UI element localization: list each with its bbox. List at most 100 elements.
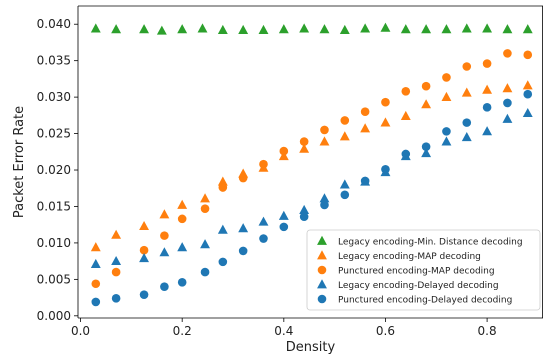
x-axis-label: Density <box>286 340 336 355</box>
data-point <box>139 245 149 255</box>
data-point <box>319 24 330 34</box>
data-point <box>401 86 411 96</box>
data-point <box>111 229 122 239</box>
data-point <box>238 24 249 34</box>
data-point <box>523 50 533 60</box>
data-point <box>197 23 208 33</box>
data-point <box>278 150 289 161</box>
data-point <box>200 267 210 277</box>
data-point <box>461 132 472 142</box>
data-point <box>503 98 512 108</box>
legend-item: Legacy encoding-Delayed decoding <box>317 279 499 291</box>
legend-marker <box>317 250 327 260</box>
legend-item: Legacy encoding-Min. Distance decoding <box>317 235 523 248</box>
data-point <box>159 247 170 257</box>
data-point <box>339 131 350 141</box>
data-point <box>319 193 330 203</box>
data-point <box>462 118 472 127</box>
data-point <box>177 277 187 287</box>
data-point <box>139 253 150 263</box>
data-point <box>177 242 188 252</box>
x-tick-label: 0.6 <box>376 324 395 338</box>
data-point <box>217 24 228 34</box>
data-point <box>299 204 310 215</box>
data-point <box>217 224 228 234</box>
data-point <box>238 223 249 233</box>
data-point <box>111 294 121 303</box>
data-point <box>482 59 492 68</box>
data-point <box>259 159 268 169</box>
data-point <box>156 25 167 35</box>
data-point <box>90 258 101 268</box>
data-point <box>218 257 228 267</box>
data-point <box>111 267 121 277</box>
y-tick-label: 0.010 <box>37 236 71 250</box>
data-point <box>482 23 493 33</box>
data-point <box>502 24 513 34</box>
series-3 <box>91 49 533 289</box>
data-point <box>258 216 269 226</box>
y-tick-label: 0.025 <box>37 127 71 141</box>
data-point <box>400 110 411 120</box>
legend-label: Legacy encoding-Delayed decoding <box>338 281 499 291</box>
data-point <box>441 91 452 102</box>
data-point <box>278 24 289 34</box>
data-point <box>111 255 122 266</box>
data-point <box>523 89 533 99</box>
data-point <box>177 199 188 209</box>
legend-marker <box>317 235 327 245</box>
y-axis: 0.000 0.005 0.010 0.015 0.020 0.025 0.030 0.035… <box>37 17 78 323</box>
data-point <box>339 179 350 189</box>
y-tick-label: 0.005 <box>37 272 71 286</box>
data-point <box>90 23 101 33</box>
data-point <box>522 24 533 34</box>
x-axis: 0.0 0.2 0.4 0.6 0.8 <box>71 318 497 338</box>
legend-item: Punctured encoding-Delayed decoding <box>317 294 512 306</box>
data-point <box>159 209 170 219</box>
data-point <box>482 84 493 94</box>
data-point <box>442 73 451 82</box>
x-tick-label: 0.8 <box>478 324 497 338</box>
data-point <box>259 234 268 243</box>
legend-item: Punctured encoding-MAP decoding <box>317 265 495 277</box>
series-5 <box>91 89 533 307</box>
data-point <box>279 222 289 232</box>
legend-box <box>306 229 541 311</box>
data-point <box>200 193 210 203</box>
legend-label: Legacy encoding-MAP decoding <box>338 252 481 262</box>
x-tick-label: 0.4 <box>274 324 293 338</box>
data-point <box>461 87 472 97</box>
data-point <box>258 24 269 34</box>
series-2 <box>90 80 533 252</box>
data-point <box>278 210 289 220</box>
data-point <box>279 146 289 156</box>
data-point <box>340 190 350 200</box>
data-points <box>90 22 533 307</box>
legend-item: Legacy encoding-MAP decoding <box>317 250 481 262</box>
data-point <box>299 137 309 146</box>
data-point <box>421 142 431 151</box>
data-point <box>320 125 329 135</box>
data-point <box>421 24 432 34</box>
legend-marker <box>317 294 327 304</box>
legend: Legacy encoding-Min. Distance decoding Le… <box>306 229 541 311</box>
data-point <box>482 126 493 136</box>
legend-label: Punctured encoding-Delayed decoding <box>338 296 512 306</box>
data-point <box>360 23 371 33</box>
data-point <box>441 136 452 146</box>
data-point <box>339 24 350 34</box>
data-point <box>319 136 330 146</box>
data-point <box>522 80 533 90</box>
data-point <box>91 297 101 307</box>
y-tick-label: 0.015 <box>37 199 71 213</box>
data-point <box>502 113 513 123</box>
data-point <box>502 83 513 93</box>
data-point <box>360 123 371 133</box>
data-point <box>462 62 472 71</box>
data-point <box>401 149 411 159</box>
data-point <box>461 23 472 33</box>
data-point <box>177 214 187 224</box>
data-point <box>299 212 309 221</box>
y-axis-label: Packet Error Rate <box>12 106 27 218</box>
